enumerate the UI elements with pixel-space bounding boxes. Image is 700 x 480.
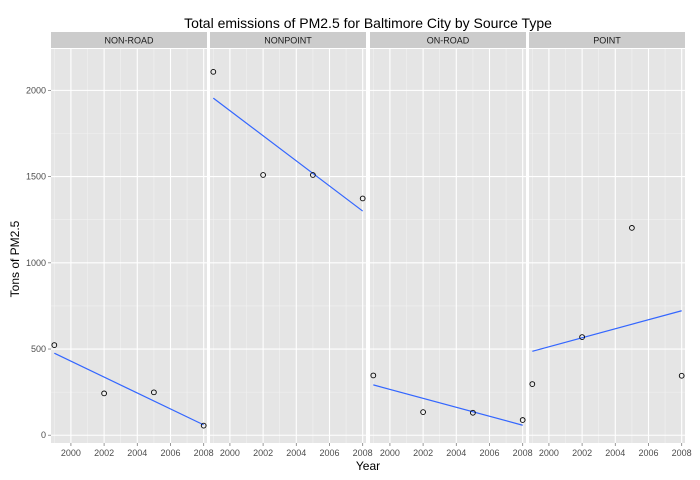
chart-title: Total emissions of PM2.5 for Baltimore C… <box>184 15 552 31</box>
x-tick-label: 2000 <box>539 448 559 458</box>
x-tick-label: 2004 <box>605 448 625 458</box>
x-tick-label: 2006 <box>319 448 339 458</box>
x-tick-label: 2002 <box>94 448 114 458</box>
strip-on-road <box>370 32 526 48</box>
panel-background <box>529 49 685 443</box>
facet-panels: NON-ROAD 2000 2002 2004 2006 2008 NONPOINT 2000… <box>51 32 692 458</box>
data-point <box>260 172 266 178</box>
x-tick-label: 2006 <box>638 448 658 458</box>
data-point <box>529 381 536 387</box>
data-point <box>51 342 58 348</box>
y-axis-title: Tons of PM2.5 <box>8 220 22 297</box>
y-tick-label: 1500 <box>26 172 46 182</box>
y-tick-label: 500 <box>31 344 46 354</box>
panel-point: POINT 2000 2002 2004 2006 2008 <box>529 32 692 458</box>
fit-line-nonpoint <box>212 97 364 212</box>
x-tick-label: 2002 <box>572 448 592 458</box>
panel-on-road: ON-ROAD 2000 2002 2004 2006 2008 <box>370 32 533 458</box>
data-point <box>470 409 476 416</box>
x-tick-label: 2004 <box>446 448 466 458</box>
fit-line-non-road <box>54 352 204 426</box>
x-tick-label: 2008 <box>513 448 533 458</box>
data-point <box>200 422 207 429</box>
data-point <box>519 417 526 423</box>
strip-point <box>529 32 685 48</box>
y-axis: 0 500 1000 1500 2000 <box>26 85 51 440</box>
y-tick-label: 1000 <box>26 258 46 268</box>
x-tick-label: 2008 <box>672 448 692 458</box>
data-point <box>310 172 316 178</box>
y-tick-label: 0 <box>41 430 46 440</box>
strip-non-road <box>51 32 207 48</box>
x-tick-label: 2002 <box>253 448 273 458</box>
x-tick-label: 2000 <box>61 448 81 458</box>
strip-label-non-road: NON-ROAD <box>105 36 154 46</box>
data-point <box>579 334 585 340</box>
strip-label-point: POINT <box>593 36 621 46</box>
x-tick-label: 2008 <box>353 448 373 458</box>
x-tick-label: 2006 <box>160 448 180 458</box>
data-point <box>101 390 107 397</box>
x-tick-label: 2000 <box>380 448 400 458</box>
x-tick-label: 2002 <box>413 448 433 458</box>
fit-line-point <box>532 310 682 352</box>
x-tick-label: 2004 <box>286 448 306 458</box>
data-point <box>210 68 217 75</box>
panel-non-road: NON-ROAD 2000 2002 2004 2006 2008 <box>51 32 214 458</box>
y-tick-label: 2000 <box>26 85 46 95</box>
strip-label-nonpoint: NONPOINT <box>264 36 312 46</box>
x-tick-label: 2000 <box>220 448 240 458</box>
panel-nonpoint: NONPOINT 2000 2002 2004 2006 2008 <box>210 32 373 458</box>
strip-label-on-road: ON-ROAD <box>427 36 470 46</box>
fit-line-on-road <box>373 384 523 426</box>
x-axis-title: Year <box>356 459 380 473</box>
data-point <box>678 372 685 379</box>
strip-nonpoint <box>210 32 366 48</box>
data-point <box>370 372 377 379</box>
panel-background <box>370 49 526 443</box>
panel-background <box>51 49 207 443</box>
x-tick-label: 2004 <box>127 448 147 458</box>
data-point <box>420 409 426 415</box>
panel-background <box>210 49 366 443</box>
x-tick-label: 2006 <box>479 448 499 458</box>
data-point <box>359 195 366 202</box>
data-point <box>151 389 157 396</box>
data-point <box>629 225 635 231</box>
x-tick-label: 2008 <box>194 448 214 458</box>
